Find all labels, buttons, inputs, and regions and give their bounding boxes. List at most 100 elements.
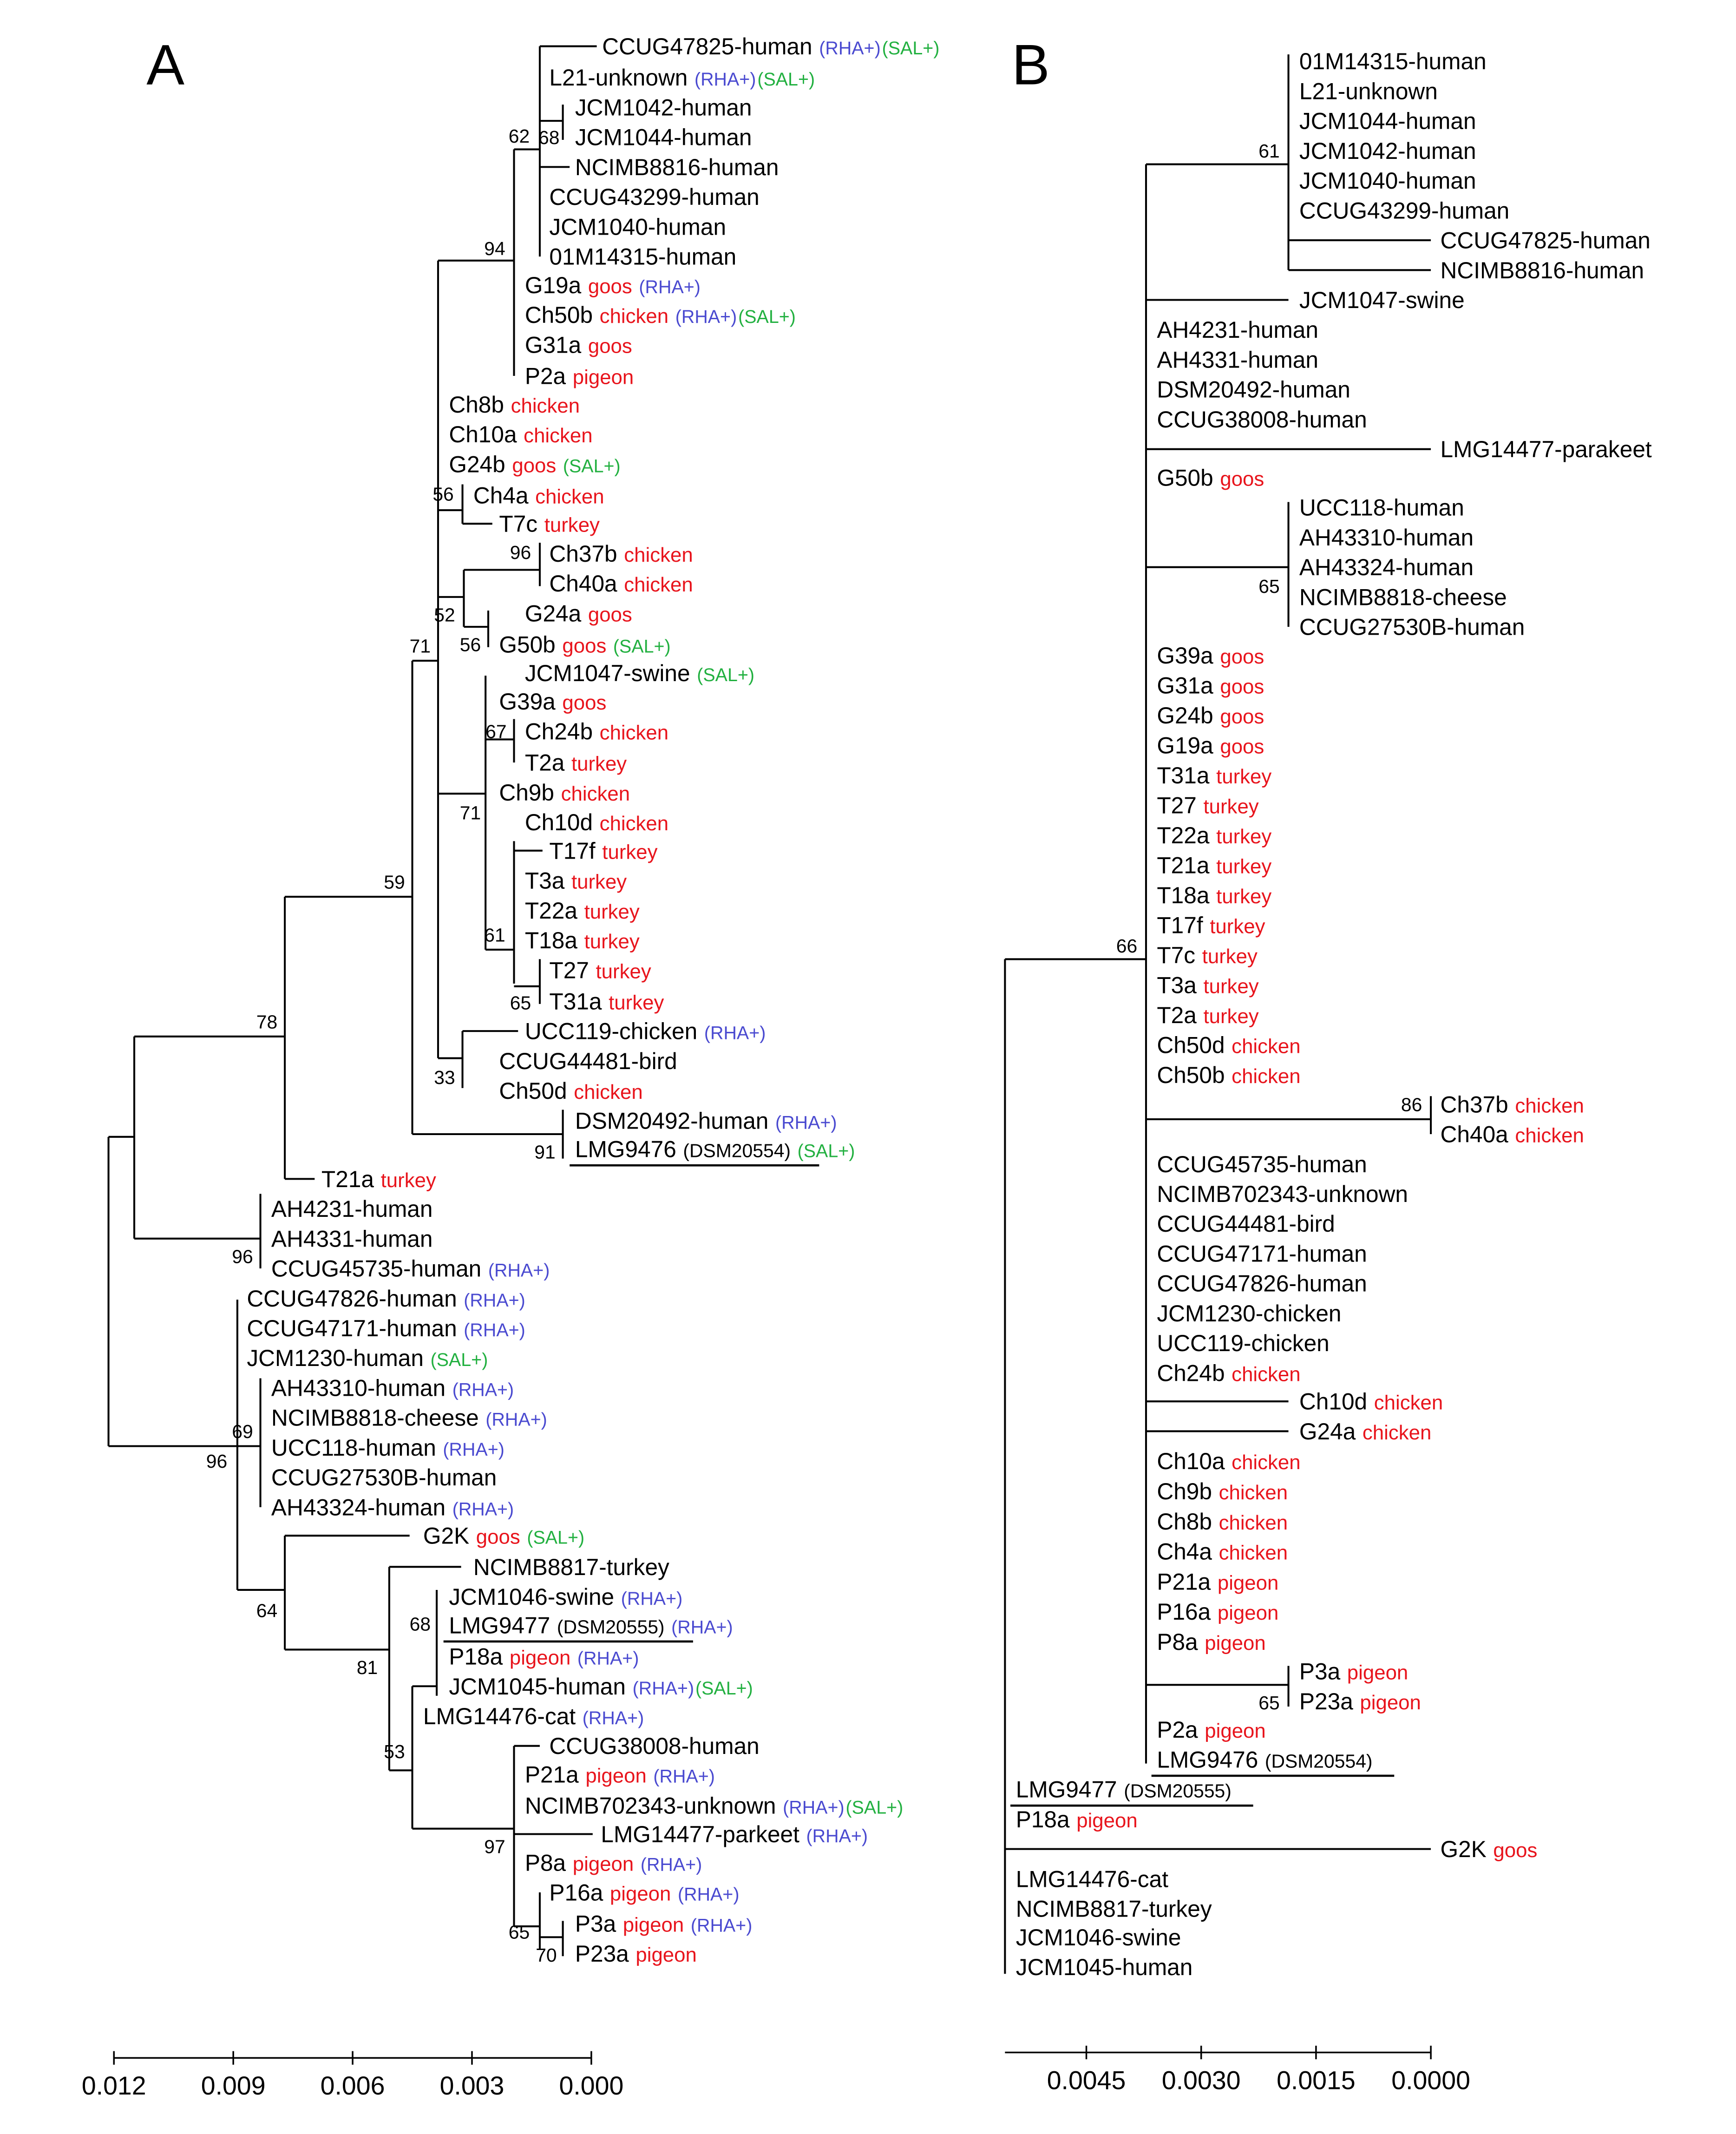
leaf-name: UCC119-chicken — [1157, 1330, 1329, 1356]
leaf-host: pigeon — [1360, 1691, 1421, 1714]
bootstrap-value: 66 — [1116, 935, 1137, 957]
leaf-host: goos — [562, 635, 606, 657]
leaf-name: T2a — [525, 750, 565, 776]
leaf-host: chicken — [1374, 1392, 1443, 1414]
leaf-host: goos — [588, 335, 632, 357]
leaf-label: CCUG47826-human — [1157, 1271, 1367, 1297]
leaf-sal: (SAL+) — [431, 1350, 488, 1370]
leaf-label: P8a pigeon (RHA+) — [525, 1850, 702, 1876]
leaf-label: NCIMB8817-turkey — [1016, 1896, 1212, 1922]
leaf-label: NCIMB8817-turkey — [473, 1554, 669, 1580]
leaf-host: goos — [1220, 675, 1264, 698]
leaf-label: G2K goos — [1441, 1836, 1538, 1862]
leaf-name: JCM1040-human — [549, 214, 726, 240]
leaf-name: JCM1044-human — [1299, 108, 1476, 134]
leaf-host: goos — [476, 1526, 520, 1549]
leaf-name: AH4231-human — [1157, 317, 1318, 343]
leaf-label: LMG9476 (DSM20554) (SAL+) — [575, 1136, 855, 1162]
leaf-sal: (SAL+) — [527, 1528, 584, 1548]
leaf-host: goos — [588, 603, 632, 626]
bootstrap-value: 52 — [434, 604, 455, 625]
leaf-label: P16a pigeon (RHA+) — [549, 1880, 739, 1906]
leaf-name: Ch9b — [1157, 1478, 1212, 1504]
bootstrap-value: 59 — [384, 872, 405, 893]
leaf-rha: (RHA+) — [694, 69, 756, 90]
leaf-host: chicken — [1515, 1094, 1584, 1117]
leaf-label: G50b goos (SAL+) — [499, 632, 670, 658]
leaf-name: CCUG44481-bird — [1157, 1211, 1335, 1237]
tree-branch — [463, 543, 541, 647]
leaf-name: LMG9477 — [449, 1612, 550, 1638]
leaf-label: G2K goos (SAL+) — [423, 1523, 584, 1549]
leaf-label: NCIMB8816-human — [1441, 257, 1644, 283]
leaf-host: turkey — [1203, 975, 1258, 998]
leaf-label: G39a goos — [1157, 643, 1264, 669]
leaf-host: turkey — [1216, 825, 1271, 848]
leaf-label: AH4231-human — [271, 1196, 433, 1222]
leaf-label: T3a turkey — [1157, 972, 1258, 998]
bootstrap-value: 67 — [485, 721, 506, 742]
leaf-label: Ch24b chicken — [1157, 1360, 1300, 1386]
leaf-rha: (RHA+) — [577, 1648, 639, 1669]
leaf-host: turkey — [1202, 945, 1258, 968]
leaf-name: P16a — [1157, 1599, 1211, 1625]
leaf-name: JCM1042-human — [1299, 138, 1476, 164]
leaf-name: NCIMB702343-unknown — [1157, 1181, 1408, 1207]
leaf-name: CCUG44481-bird — [499, 1048, 677, 1074]
bootstrap-value: 65 — [1258, 1692, 1279, 1714]
leaf-name: LMG14476-cat — [423, 1703, 576, 1729]
leaf-sal: (SAL+) — [738, 307, 796, 327]
leaf-label: CCUG44481-bird — [1157, 1211, 1335, 1237]
leaf-label: G24a chicken — [1299, 1418, 1431, 1445]
leaf-name: G39a — [499, 689, 556, 715]
leaf-name: G2K — [1441, 1836, 1487, 1862]
leaf-label: UCC119-chicken — [1157, 1330, 1329, 1356]
leaf-name: G2K — [423, 1523, 469, 1549]
leaf-name: NCIMB8817-turkey — [1016, 1896, 1212, 1922]
leaf-host: chicken — [624, 573, 693, 596]
leaf-sal: (SAL+) — [563, 456, 621, 476]
leaf-label: LMG14476-cat — [1016, 1866, 1168, 1892]
leaf-name: P2a — [1157, 1717, 1198, 1743]
bootstrap-value: 65 — [1258, 576, 1279, 597]
leaf-host: turkey — [1216, 765, 1271, 788]
scale-tick-label: 0.003 — [440, 2071, 504, 2100]
leaf-name: LMG14476-cat — [1016, 1866, 1168, 1892]
leaf-rha: (RHA+) — [704, 1023, 766, 1044]
leaf-name: Ch37b — [1441, 1091, 1508, 1117]
leaf-name: T22a — [525, 898, 578, 924]
bootstrap-value: 56 — [432, 484, 453, 505]
leaf-name: P8a — [1157, 1629, 1198, 1655]
leaf-label: Ch24b chicken — [525, 718, 668, 744]
leaf-name: JCM1040-human — [1299, 168, 1476, 194]
leaf-label: CCUG45735-human (RHA+) — [271, 1256, 550, 1282]
leaf-name: P23a — [575, 1941, 629, 1967]
leaf-name: T27 — [549, 957, 589, 983]
leaf-rha: (RHA+) — [675, 307, 737, 327]
leaf-label: CCUG47171-human (RHA+) — [247, 1315, 525, 1341]
leaf-label: Ch9b chicken — [1157, 1478, 1288, 1504]
leaf-label: P18a pigeon — [1016, 1806, 1138, 1832]
leaf-rha: (RHA+) — [464, 1290, 525, 1311]
leaf-label: CCUG44481-bird — [499, 1048, 677, 1074]
leaf-name: NCIMB8816-human — [575, 154, 779, 180]
leaf-rha: (RHA+) — [452, 1499, 514, 1519]
leaf-label: JCM1042-human — [575, 94, 752, 120]
leaf-name: JCM1046-swine — [1016, 1924, 1181, 1950]
leaf-name: CCUG47826-human — [1157, 1271, 1367, 1297]
leaf-label: Ch50b chicken — [1157, 1062, 1300, 1088]
leaf-name: Ch40a — [549, 571, 617, 597]
tree-branch — [1287, 54, 1431, 271]
bootstrap-value: 96 — [510, 542, 531, 563]
leaf-label: G19a goos (RHA+) — [525, 272, 701, 298]
leaf-host: pigeon — [1218, 1602, 1278, 1624]
leaf-name: Ch50d — [499, 1078, 567, 1104]
leaf-label: Ch37b chicken — [549, 541, 693, 567]
leaf-host: chicken — [1232, 1363, 1300, 1385]
leaf-label: Ch37b chicken — [1441, 1091, 1584, 1117]
leaf-name: Ch10d — [1299, 1389, 1367, 1415]
leaf-host: chicken — [1363, 1421, 1431, 1444]
leaf-label: JCM1230-chicken — [1157, 1300, 1341, 1326]
leaf-host: chicken — [561, 782, 630, 805]
leaf-label: P23a pigeon — [575, 1941, 697, 1967]
